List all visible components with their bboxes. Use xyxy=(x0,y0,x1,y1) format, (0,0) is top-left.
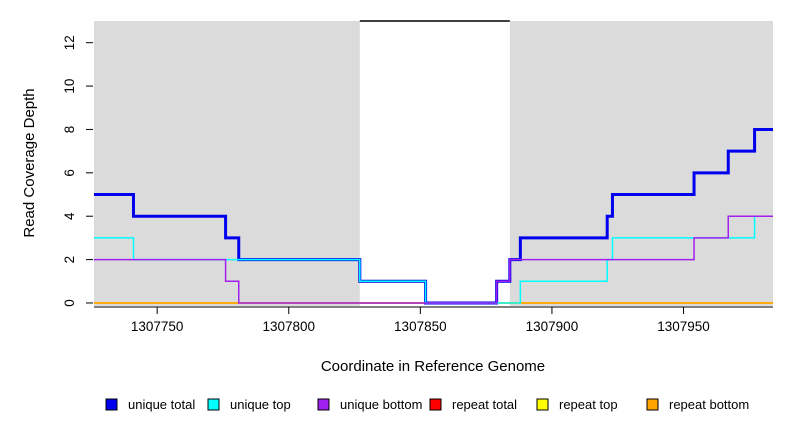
legend-label-unique-top: unique top xyxy=(230,397,291,412)
legend-label-repeat-total: repeat total xyxy=(452,397,517,412)
legend-label-repeat-bottom: repeat bottom xyxy=(669,397,749,412)
legend-swatch-repeat-top xyxy=(536,398,549,411)
legend-label-unique-total: unique total xyxy=(128,397,195,412)
axes: 1307750 1307800 1307850 1307900 1307950 0 2 4 6 8… xyxy=(62,35,773,334)
y-tick-label: 10 xyxy=(62,79,77,94)
series-lines xyxy=(94,20,773,305)
x-axis-title: Coordinate in Reference Genome xyxy=(321,358,545,375)
x-tick-label: 1307800 xyxy=(262,319,315,334)
y-tick-label: 2 xyxy=(62,256,77,264)
series-unique-bottom-line xyxy=(94,215,773,304)
legend-swatch-unique-bottom xyxy=(317,398,330,411)
legend-swatch-repeat-bottom xyxy=(646,398,659,411)
x-tick-label: 1307900 xyxy=(526,319,579,334)
x-tick-label: 1307750 xyxy=(131,319,184,334)
y-tick-label: 8 xyxy=(62,126,77,134)
series-unique-top-line xyxy=(94,215,773,304)
shaded-region-0 xyxy=(94,21,360,306)
axis-titles: Coordinate in Reference Genome Read Cover… xyxy=(21,88,545,375)
y-tick-label: 0 xyxy=(62,299,77,307)
legend-swatch-repeat-total xyxy=(429,398,442,411)
legend-swatch-unique-top xyxy=(207,398,220,411)
x-tick-label: 1307950 xyxy=(657,319,710,334)
legend-label-unique-bottom: unique bottom xyxy=(340,397,422,412)
shaded-regions xyxy=(94,21,773,306)
y-axis-title: Read Coverage Depth xyxy=(21,88,38,237)
y-tick-label: 12 xyxy=(62,35,77,50)
y-tick-label: 6 xyxy=(62,169,77,177)
shaded-region-1 xyxy=(509,21,773,306)
x-tick-label: 1307850 xyxy=(394,319,447,334)
legend: unique total unique top unique bottom repea… xyxy=(105,397,749,412)
y-tick-label: 4 xyxy=(62,212,77,220)
legend-label-repeat-top: repeat top xyxy=(559,397,618,412)
legend-swatch-unique-total xyxy=(105,398,118,411)
